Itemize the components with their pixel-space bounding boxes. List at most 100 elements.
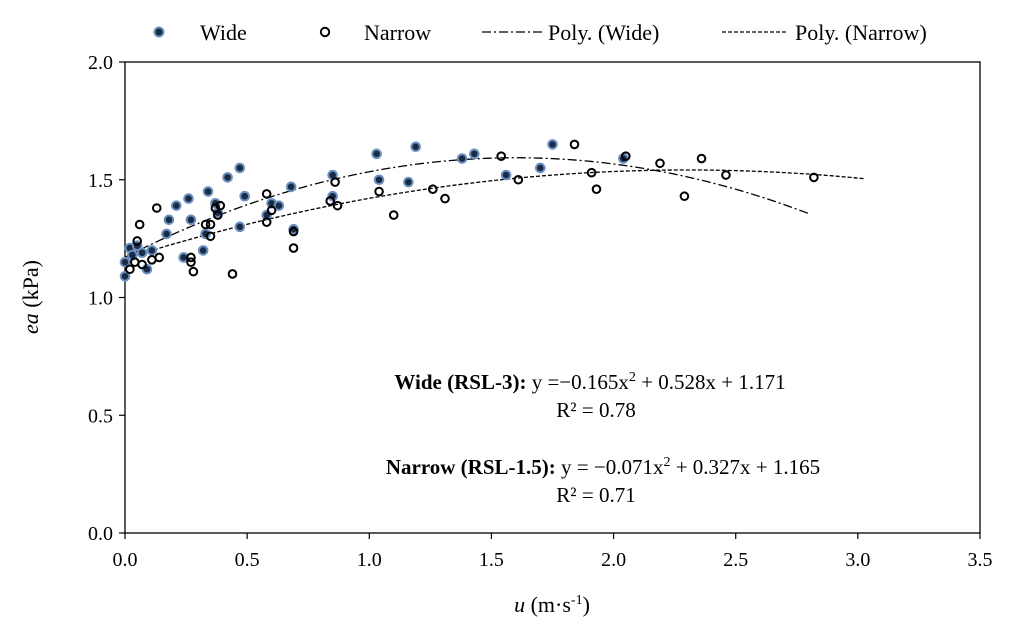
narrow-point <box>513 174 524 185</box>
wide-point <box>239 190 250 202</box>
narrow-point <box>332 200 343 211</box>
narrow-point <box>440 193 450 204</box>
x-tick-label: 3.0 <box>845 549 870 571</box>
narrow-point <box>655 158 665 169</box>
narrow-point <box>200 219 211 230</box>
wide-point <box>273 200 285 211</box>
wide-point <box>234 221 246 233</box>
narrow-point <box>137 259 147 270</box>
y-axis-ticks: 0.0 0.5 1.0 1.5 2.0 <box>88 52 125 545</box>
narrow-point <box>215 200 226 211</box>
narrow-point <box>586 167 597 178</box>
x-axis-ticks: 0.0 0.5 1.0 1.5 2.0 2.5 3.0 3.5 <box>113 533 993 571</box>
x-tick-label: 0.0 <box>113 549 138 571</box>
narrow-point <box>188 266 199 277</box>
wide-point <box>163 214 175 226</box>
legend-wide-marker <box>153 26 165 38</box>
wide-point <box>197 245 209 256</box>
narrow-point <box>591 184 602 194</box>
wide-point <box>234 162 246 174</box>
narrow-point <box>186 257 196 267</box>
wide-point <box>456 153 468 164</box>
wide-point <box>136 247 148 259</box>
narrow-point <box>809 172 819 183</box>
y-tick-label: 2.0 <box>88 52 113 74</box>
wide-point <box>547 139 558 150</box>
wide-point <box>222 172 233 183</box>
narrow-point <box>325 196 336 206</box>
wide-point <box>146 245 158 256</box>
narrow-point <box>132 236 143 246</box>
narrow-r-squared: R² = 0.71 <box>556 483 635 507</box>
wide-r-squared: R² = 0.78 <box>556 398 635 422</box>
narrow-point <box>330 177 340 187</box>
narrow-point <box>679 191 690 202</box>
legend: Wide Narrow Poly. (Wide) Poly. (Narrow) <box>153 20 927 45</box>
wide-point <box>500 169 512 181</box>
narrow-point <box>134 219 145 230</box>
x-tick-label: 1.0 <box>357 549 382 571</box>
narrow-point <box>261 217 272 227</box>
y-tick-label: 0.0 <box>88 523 113 545</box>
trendline-narrow <box>124 169 866 260</box>
x-tick-label: 2.0 <box>601 549 626 571</box>
narrow-point <box>227 269 238 279</box>
trendlines <box>124 157 866 260</box>
narrow-point <box>288 243 299 253</box>
wide-point <box>171 200 182 211</box>
narrow-point <box>125 264 135 275</box>
legend-poly-wide-label: Poly. (Wide) <box>548 20 659 45</box>
x-axis-title: u (m·s-1) <box>514 592 590 617</box>
legend-poly-narrow-label: Poly. (Narrow) <box>795 20 927 45</box>
narrow-point <box>721 170 731 180</box>
y-tick-label: 1.0 <box>88 288 113 310</box>
wide-point <box>469 148 480 160</box>
wide-point <box>119 256 131 268</box>
narrow-point <box>266 205 277 216</box>
wide-point <box>403 176 414 188</box>
x-tick-label: 2.5 <box>723 549 748 571</box>
narrow-point <box>569 139 580 150</box>
x-tick-label: 3.5 <box>968 549 993 571</box>
narrow-point <box>496 151 507 161</box>
y-tick-label: 0.5 <box>88 405 113 427</box>
narrow-point <box>388 210 399 220</box>
narrow-point <box>696 153 707 164</box>
wide-point <box>285 181 297 193</box>
narrow-point <box>205 231 216 242</box>
narrow-point <box>151 203 162 213</box>
y-tick-label: 1.5 <box>88 170 113 192</box>
narrow-point <box>154 252 164 263</box>
legend-narrow-label: Narrow <box>364 20 431 45</box>
wide-point <box>371 148 382 160</box>
wide-point <box>327 190 338 202</box>
wide-point <box>161 228 172 240</box>
narrow-point <box>261 189 272 199</box>
wide-point <box>202 186 214 197</box>
narrow-point <box>205 219 216 230</box>
narrow-point <box>213 210 223 220</box>
equation-annotations: Wide (RSL-3): y =−0.165x2 + 0.528x + 1.1… <box>386 370 820 507</box>
wide-point <box>185 214 197 226</box>
wide-point <box>373 174 385 186</box>
wide-point <box>183 193 194 204</box>
legend-narrow-marker <box>319 26 331 38</box>
wide-point <box>288 223 299 235</box>
wide-point <box>141 263 153 275</box>
wide-point <box>410 141 422 153</box>
narrow-equation: Narrow (RSL-1.5): y = −0.071x2 + 0.327x … <box>386 455 820 479</box>
narrow-point <box>186 252 196 263</box>
narrow-point <box>428 184 438 194</box>
x-tick-label: 1.5 <box>479 549 504 571</box>
wide-point <box>119 271 131 282</box>
x-tick-label: 0.5 <box>235 549 260 571</box>
narrow-point <box>620 151 631 161</box>
narrow-point <box>374 186 384 197</box>
wide-point <box>534 162 546 174</box>
wide-equation: Wide (RSL-3): y =−0.165x2 + 0.528x + 1.1… <box>394 370 785 394</box>
data-points <box>119 139 819 282</box>
legend-wide-label: Wide <box>200 20 247 45</box>
narrow-point <box>288 226 299 237</box>
wide-point <box>200 228 211 240</box>
